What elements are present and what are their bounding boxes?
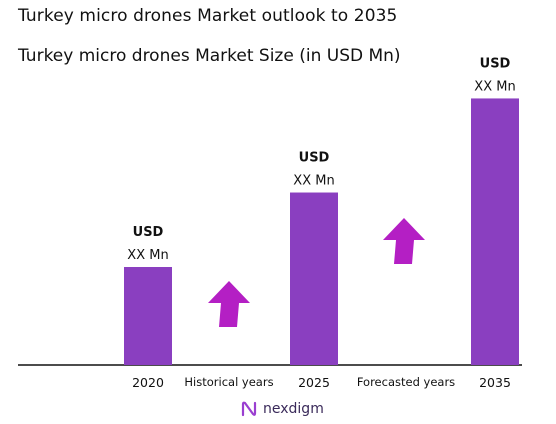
period-label: Historical years (184, 375, 273, 389)
bar-2020 (124, 267, 172, 365)
bar-label-value: XX Mn (127, 248, 168, 263)
bar-label-value: XX Mn (474, 79, 515, 94)
growth-arrow-icon (383, 218, 425, 264)
brand-name: nexdigm (263, 401, 324, 417)
nexdigm-logo-icon (241, 401, 257, 417)
bar-label-currency: USD (299, 151, 330, 166)
x-tick-label: 2035 (479, 375, 511, 390)
bar-2035 (471, 98, 519, 365)
growth-arrow-icon (208, 281, 250, 327)
bar-label-currency: USD (480, 56, 511, 71)
brand-logo: nexdigm (240, 400, 324, 418)
x-tick-label: 2025 (298, 375, 330, 390)
chart-title: Turkey micro drones Market outlook to 20… (18, 6, 398, 26)
bar-2025 (290, 192, 338, 365)
bar-label-currency: USD (133, 225, 164, 240)
chart-subtitle: Turkey micro drones Market Size (in USD … (18, 46, 401, 66)
period-label: Forecasted years (357, 375, 455, 389)
bar-label-value: XX Mn (293, 174, 334, 189)
x-tick-label: 2020 (132, 375, 164, 390)
